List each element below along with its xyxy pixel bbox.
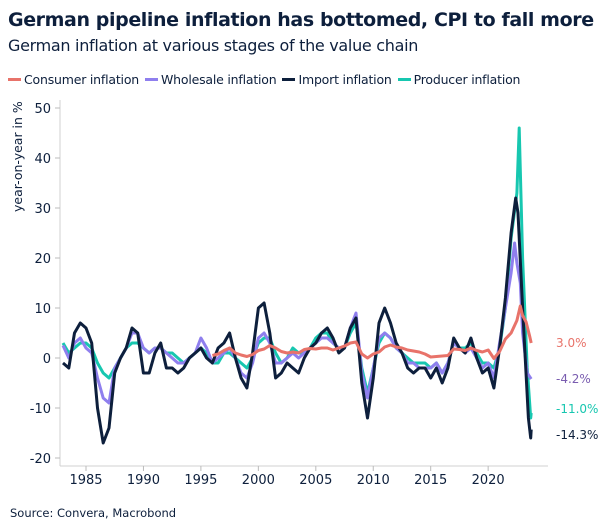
y-tick-label: 30 (34, 202, 51, 217)
legend-swatch (8, 78, 21, 81)
chart-title: German pipeline inflation has bottomed, … (8, 9, 594, 31)
series-line-import (62, 196, 533, 445)
x-tick-label: 2010 (357, 473, 390, 488)
y-tick-label: -10 (30, 402, 51, 417)
legend-item-producer: Producer inflation (397, 72, 521, 87)
x-tick-label: 1985 (69, 473, 102, 488)
source-note: Source: Convera, Macrobond (10, 506, 177, 520)
legend-label: Import inflation (298, 72, 392, 87)
x-tick-label: 1995 (184, 473, 217, 488)
legend-item-wholesale: Wholesale inflation (145, 72, 277, 87)
series-line-wholesale (61, 241, 533, 405)
y-tick-label: 40 (34, 152, 51, 167)
legend: Consumer inflation Wholesale inflation I… (8, 72, 520, 87)
end-value-label: -14.3% (556, 428, 598, 442)
legend-swatch (397, 78, 411, 81)
legend-swatch (145, 78, 158, 81)
legend-item-consumer: Consumer inflation (8, 72, 139, 87)
legend-item-import: Import inflation (282, 72, 392, 87)
y-tick-label: 50 (34, 102, 51, 117)
end-value-label: -11.0% (556, 402, 598, 416)
y-tick-label: -20 (30, 452, 51, 467)
y-tick-label: 10 (34, 302, 51, 317)
chart-subtitle: German inflation at various stages of th… (8, 36, 419, 55)
y-tick-label: 20 (34, 252, 51, 267)
y-axis-label: year-on-year in % (10, 101, 25, 212)
legend-label: Consumer inflation (24, 72, 139, 87)
series-line-consumer (212, 304, 533, 360)
legend-swatch (282, 78, 296, 81)
x-tick-label: 2005 (299, 473, 332, 488)
x-tick-label: 2000 (242, 473, 275, 488)
x-tick-label: 2015 (414, 473, 447, 488)
series-line-producer (61, 126, 533, 420)
x-tick-label: 2020 (472, 473, 505, 488)
legend-label: Wholesale inflation (161, 72, 277, 87)
end-value-label: -4.2% (556, 372, 591, 386)
end-value-label: 3.0% (556, 336, 587, 350)
x-tick-label: 1990 (127, 473, 160, 488)
legend-label: Producer inflation (413, 72, 521, 87)
y-tick-label: 0 (43, 352, 51, 367)
